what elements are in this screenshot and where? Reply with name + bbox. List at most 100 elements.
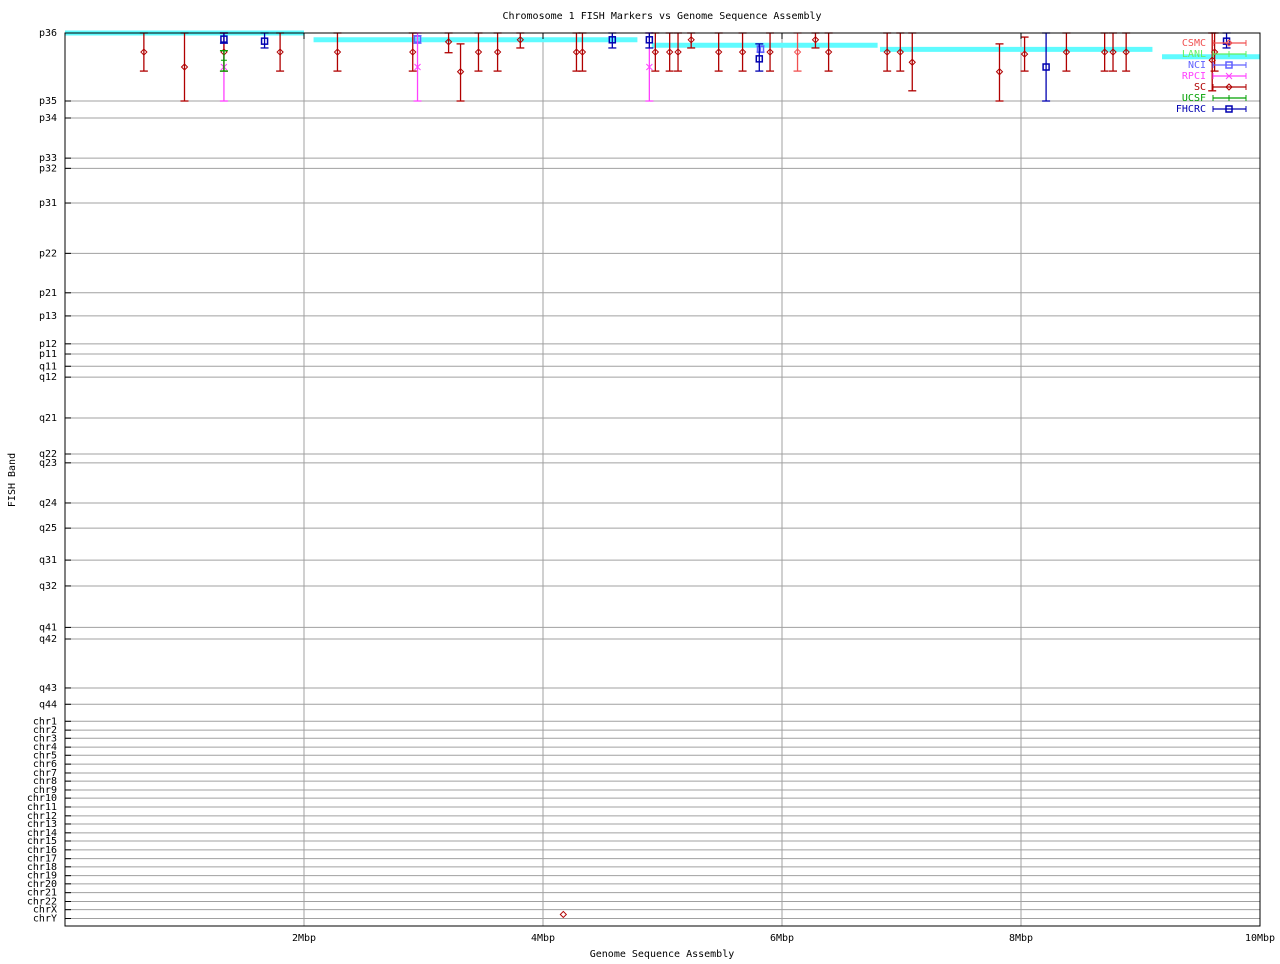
series-csmc [793, 32, 802, 72]
data-point [474, 48, 483, 56]
y-tick-label: chr6 [33, 759, 57, 770]
data-point [414, 63, 421, 71]
data-point [180, 63, 189, 71]
y-tick-label: q22 [39, 449, 57, 460]
data-point [896, 48, 905, 56]
y-tick-label: p11 [39, 349, 57, 360]
x-tick-label: 2Mbp [292, 933, 316, 944]
legend-marker [1226, 95, 1232, 101]
series-sc [139, 32, 1219, 919]
y-tick-label: chr14 [27, 828, 57, 839]
y-tick-label: chr10 [27, 793, 57, 804]
data-point [755, 55, 764, 63]
data-point [140, 48, 148, 56]
legend-label: LANL [1182, 49, 1206, 60]
data-point [811, 36, 820, 44]
y-tick-label: chr3 [33, 733, 57, 744]
data-point [793, 48, 802, 56]
y-tick-label: p34 [39, 113, 57, 124]
data-point [756, 45, 765, 54]
data-point [738, 48, 747, 56]
y-tick-label: chrX [33, 905, 57, 916]
data-point [714, 48, 723, 56]
y-tick-label: p22 [39, 248, 57, 259]
data-point [651, 48, 660, 56]
data-point [1042, 63, 1050, 71]
data-point [995, 68, 1004, 76]
data-point [908, 58, 916, 66]
legend-label: FHCRC [1176, 104, 1206, 115]
data-point [824, 48, 833, 56]
y-tick-label: q25 [39, 523, 57, 534]
assembly-line [65, 30, 1260, 60]
y-tick-label: chr5 [33, 750, 57, 761]
legend-marker [1225, 39, 1233, 47]
data-point [559, 910, 568, 919]
data-point [220, 57, 227, 64]
data-point [333, 48, 342, 56]
legend-marker [1225, 105, 1233, 113]
y-tick-label: p13 [39, 311, 57, 322]
y-tick-label: chr11 [27, 802, 57, 813]
data-point [276, 48, 284, 56]
y-tick-label: chr19 [27, 871, 57, 882]
data-point [516, 36, 525, 44]
y-tick-label: q44 [39, 699, 57, 710]
y-tick-label: chr1 [33, 716, 57, 727]
data-point [1100, 48, 1109, 56]
data-point [766, 48, 774, 56]
legend-label: RPCI [1182, 71, 1206, 82]
y-tick-label: p32 [39, 163, 57, 174]
data-point [409, 48, 417, 56]
y-tick-label: q42 [39, 634, 57, 645]
y-tick-label: q41 [39, 622, 57, 633]
data-point [665, 48, 674, 56]
data-point [1109, 48, 1117, 56]
series-rpci [219, 32, 654, 102]
legend-marker [1225, 72, 1233, 80]
y-tick-label: chr18 [27, 862, 57, 873]
y-tick-label: p33 [39, 153, 57, 164]
y-tick-label: chr7 [33, 768, 57, 779]
plot-border [64, 32, 1261, 927]
legend-marker [1225, 83, 1233, 91]
x-axis-label: Genome Sequence Assembly [590, 949, 735, 960]
data-point [493, 48, 502, 56]
y-tick-label: q23 [39, 458, 57, 469]
data-point [220, 35, 228, 43]
legend-marker [1226, 51, 1232, 57]
data-point [456, 68, 465, 76]
x-tick-label: 10Mbp [1245, 933, 1275, 944]
data-point [608, 36, 617, 44]
data-point [674, 48, 682, 56]
y-tick-label: q12 [39, 372, 57, 383]
y-tick-label: chr8 [33, 776, 57, 787]
y-tick-label: chr21 [27, 888, 57, 899]
y-tick-label: chr17 [27, 854, 57, 865]
data-point [1020, 50, 1029, 58]
data-point [1122, 48, 1130, 56]
y-tick-label: chr9 [33, 785, 57, 796]
y-tick-label: p35 [39, 96, 57, 107]
y-tick-label: q32 [39, 581, 57, 592]
y-tick-label: chr22 [27, 897, 57, 908]
legend-label: SC [1194, 82, 1206, 93]
y-tick-label: chr16 [27, 845, 57, 856]
y-tick-label: q11 [39, 361, 57, 372]
series-ucsf [219, 50, 228, 72]
y-tick-label: q21 [39, 413, 57, 424]
data-point [444, 38, 453, 46]
y-tick-label: p36 [39, 28, 57, 39]
y-tick-label: chr2 [33, 725, 57, 736]
y-tick-label: q31 [39, 555, 57, 566]
data-point [687, 36, 695, 44]
y-axis-label: FISH Band [7, 453, 18, 507]
y-tick-label: q24 [39, 498, 57, 509]
data-point [1062, 48, 1071, 56]
grid [65, 32, 1260, 926]
data-point [260, 37, 269, 45]
y-tick-label: chrY [33, 914, 57, 925]
